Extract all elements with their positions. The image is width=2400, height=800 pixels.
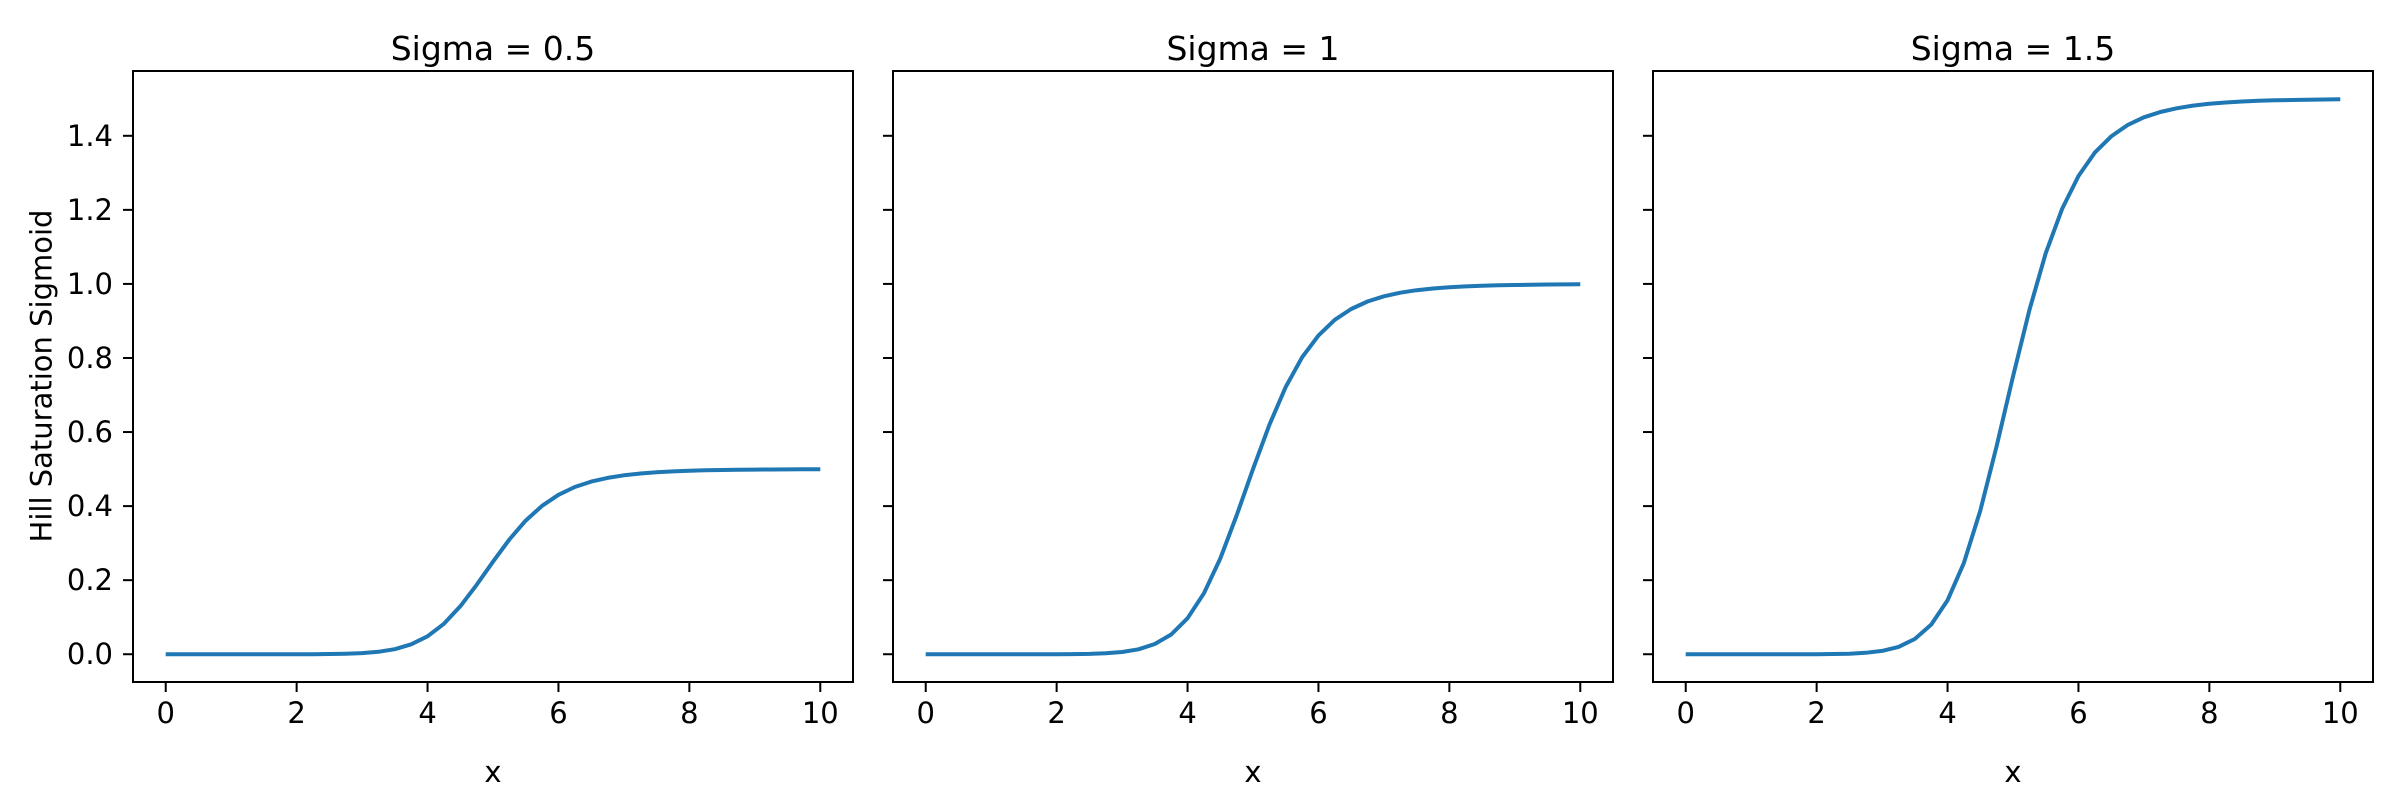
x-tick-label: 4 <box>1938 696 1956 730</box>
x-tick-label: 6 <box>1309 696 1327 730</box>
subplot-2-x-axis-label: x <box>1244 755 1262 789</box>
subplot-1-x-axis-label: x <box>484 755 502 789</box>
x-tick-label: 2 <box>1807 696 1825 730</box>
x-tick-label: 6 <box>2069 696 2087 730</box>
sigmoid-curve <box>1685 97 2341 657</box>
x-tick-label: 0 <box>1677 696 1695 730</box>
sigmoid-curve <box>925 282 1581 657</box>
y-tick-label: 0.2 <box>67 563 113 597</box>
x-tick-label: 10 <box>1562 696 1599 730</box>
y-tick-label: 1.2 <box>67 193 113 227</box>
x-tick-label: 0 <box>157 696 175 730</box>
x-tick-label: 8 <box>680 696 698 730</box>
y-tick-label: 0.4 <box>67 489 113 523</box>
y-tick-label: 1.0 <box>67 267 113 301</box>
axes-spines <box>132 70 854 683</box>
x-tick-label: 4 <box>1178 696 1196 730</box>
sigmoid-curve <box>165 467 821 657</box>
subplot-3-x-axis-label: x <box>2004 755 2022 789</box>
x-tick-label: 8 <box>2200 696 2218 730</box>
x-tick-label: 2 <box>287 696 305 730</box>
x-tick-label: 10 <box>2322 696 2359 730</box>
subplot-2: 0 2 4 6 8 10 <box>883 70 1614 730</box>
subplot-3: 0 2 4 6 8 10 <box>1643 70 2374 730</box>
subplot-2-title: Sigma = 1 <box>1166 29 1340 68</box>
axes-spines <box>1652 70 2374 683</box>
x-tick-label: 2 <box>1047 696 1065 730</box>
subplot-1-title: Sigma = 0.5 <box>390 29 596 68</box>
y-tick-label: 1.4 <box>67 119 113 153</box>
subplot-3-title: Sigma = 1.5 <box>1910 29 2116 68</box>
x-tick-label: 8 <box>1440 696 1458 730</box>
y-axis-label: Hill Saturation Sigmoid <box>24 209 59 543</box>
subplot-1: 0 2 4 6 8 10 0.0 0.2 0.4 0.6 0.8 1.0 1.2 1.4 <box>67 70 854 730</box>
y-tick-label: 0.0 <box>67 637 113 671</box>
y-tick-label: 0.8 <box>67 341 113 375</box>
y-tick-label: 0.6 <box>67 415 113 449</box>
x-tick-label: 6 <box>549 696 567 730</box>
x-tick-label: 10 <box>802 696 839 730</box>
x-tick-label: 0 <box>917 696 935 730</box>
axes-spines <box>892 70 1614 683</box>
x-tick-label: 4 <box>418 696 436 730</box>
